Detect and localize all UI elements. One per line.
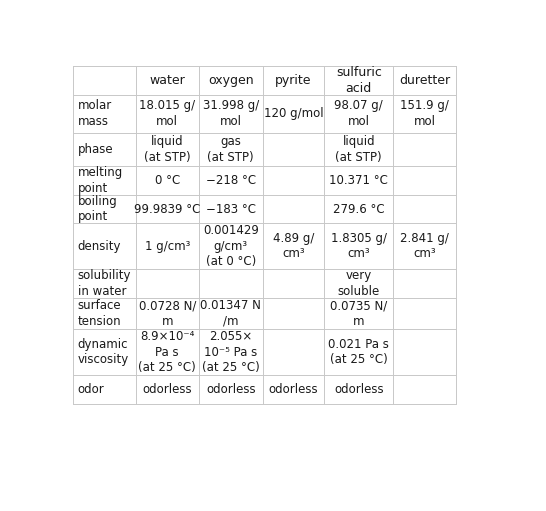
Text: −218 °C: −218 °C: [206, 174, 256, 187]
Text: 1.8305 g/
cm³: 1.8305 g/ cm³: [331, 232, 387, 260]
Text: 2.841 g/
cm³: 2.841 g/ cm³: [400, 232, 449, 260]
Text: pyrite: pyrite: [275, 74, 312, 87]
Text: duretter: duretter: [399, 74, 450, 87]
Text: 0 °C: 0 °C: [155, 174, 180, 187]
Text: 31.998 g/
mol: 31.998 g/ mol: [203, 100, 259, 128]
Text: density: density: [78, 240, 121, 252]
Text: 4.89 g/
cm³: 4.89 g/ cm³: [273, 232, 314, 260]
Text: liquid
(at STP): liquid (at STP): [335, 135, 382, 164]
Text: odorless: odorless: [143, 383, 192, 396]
Text: 98.07 g/
mol: 98.07 g/ mol: [334, 100, 383, 128]
Text: odorless: odorless: [334, 383, 383, 396]
Text: odor: odor: [78, 383, 104, 396]
Text: 0.021 Pa s
(at 25 °C): 0.021 Pa s (at 25 °C): [328, 338, 389, 366]
Text: liquid
(at STP): liquid (at STP): [144, 135, 191, 164]
Text: very
soluble: very soluble: [337, 269, 380, 298]
Text: 0.001429
g/cm³
(at 0 °C): 0.001429 g/cm³ (at 0 °C): [203, 224, 259, 268]
Text: 8.9×10⁻⁴
Pa s
(at 25 °C): 8.9×10⁻⁴ Pa s (at 25 °C): [138, 330, 196, 374]
Text: 0.0735 N/
m: 0.0735 N/ m: [330, 299, 387, 328]
Text: boiling
point: boiling point: [78, 195, 117, 223]
Text: 151.9 g/
mol: 151.9 g/ mol: [400, 100, 449, 128]
Text: 0.01347 N
/m: 0.01347 N /m: [200, 299, 261, 328]
Text: −183 °C: −183 °C: [206, 202, 256, 216]
Text: 279.6 °C: 279.6 °C: [333, 202, 384, 216]
Text: 10.371 °C: 10.371 °C: [329, 174, 388, 187]
Text: 1 g/cm³: 1 g/cm³: [145, 240, 190, 252]
Text: surface
tension: surface tension: [78, 299, 121, 328]
Text: 120 g/mol: 120 g/mol: [264, 107, 323, 120]
Text: sulfuric
acid: sulfuric acid: [336, 66, 382, 95]
Text: 2.055×
10⁻⁵ Pa s
(at 25 °C): 2.055× 10⁻⁵ Pa s (at 25 °C): [202, 330, 259, 374]
Text: solubility
in water: solubility in water: [78, 269, 131, 298]
Text: 99.9839 °C: 99.9839 °C: [134, 202, 200, 216]
Text: gas
(at STP): gas (at STP): [207, 135, 254, 164]
Text: melting
point: melting point: [78, 166, 123, 195]
Text: dynamic
viscosity: dynamic viscosity: [78, 338, 129, 366]
Text: 18.015 g/
mol: 18.015 g/ mol: [139, 100, 195, 128]
Text: phase: phase: [78, 143, 113, 156]
Text: odorless: odorless: [269, 383, 318, 396]
Text: molar
mass: molar mass: [78, 100, 112, 128]
Text: odorless: odorless: [206, 383, 256, 396]
Text: oxygen: oxygen: [208, 74, 253, 87]
Text: water: water: [150, 74, 185, 87]
Text: 0.0728 N/
m: 0.0728 N/ m: [139, 299, 196, 328]
